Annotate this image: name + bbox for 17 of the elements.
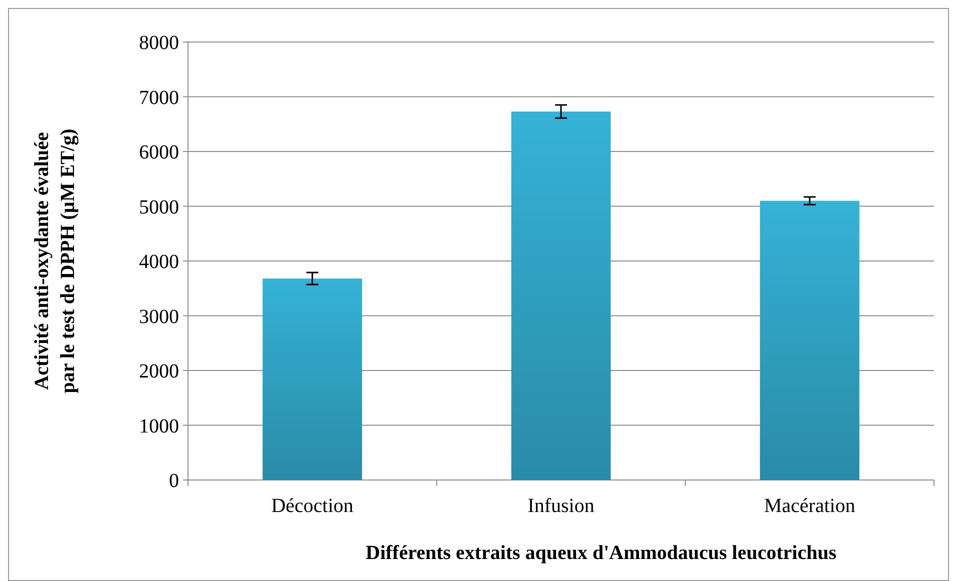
y-tick-label: 8000: [139, 32, 179, 54]
y-tick-label: 3000: [139, 306, 179, 328]
x-tick-label: Infusion: [528, 495, 594, 517]
x-tick-label: Décoction: [271, 495, 354, 517]
x-axis-title: Différents extraits aqueux d'Ammodaucus leucotrichus: [366, 542, 837, 564]
y-axis-title: Activité anti-oxydante évaluée par le test de DPPH (µM ET/g): [31, 128, 79, 394]
y-tick-label: 5000: [139, 196, 179, 218]
bar: [511, 112, 611, 480]
y-tick-label: 4000: [139, 251, 179, 273]
y-tick-label: 7000: [139, 86, 179, 109]
y-tick-label: 0: [169, 470, 179, 492]
y-tick-label: 6000: [139, 142, 179, 164]
y-tick-label: 2000: [139, 360, 179, 382]
bar: [760, 200, 860, 480]
bar: [262, 278, 362, 480]
x-tick-label: Macération: [764, 495, 856, 517]
y-tick-label: 1000: [139, 415, 179, 438]
